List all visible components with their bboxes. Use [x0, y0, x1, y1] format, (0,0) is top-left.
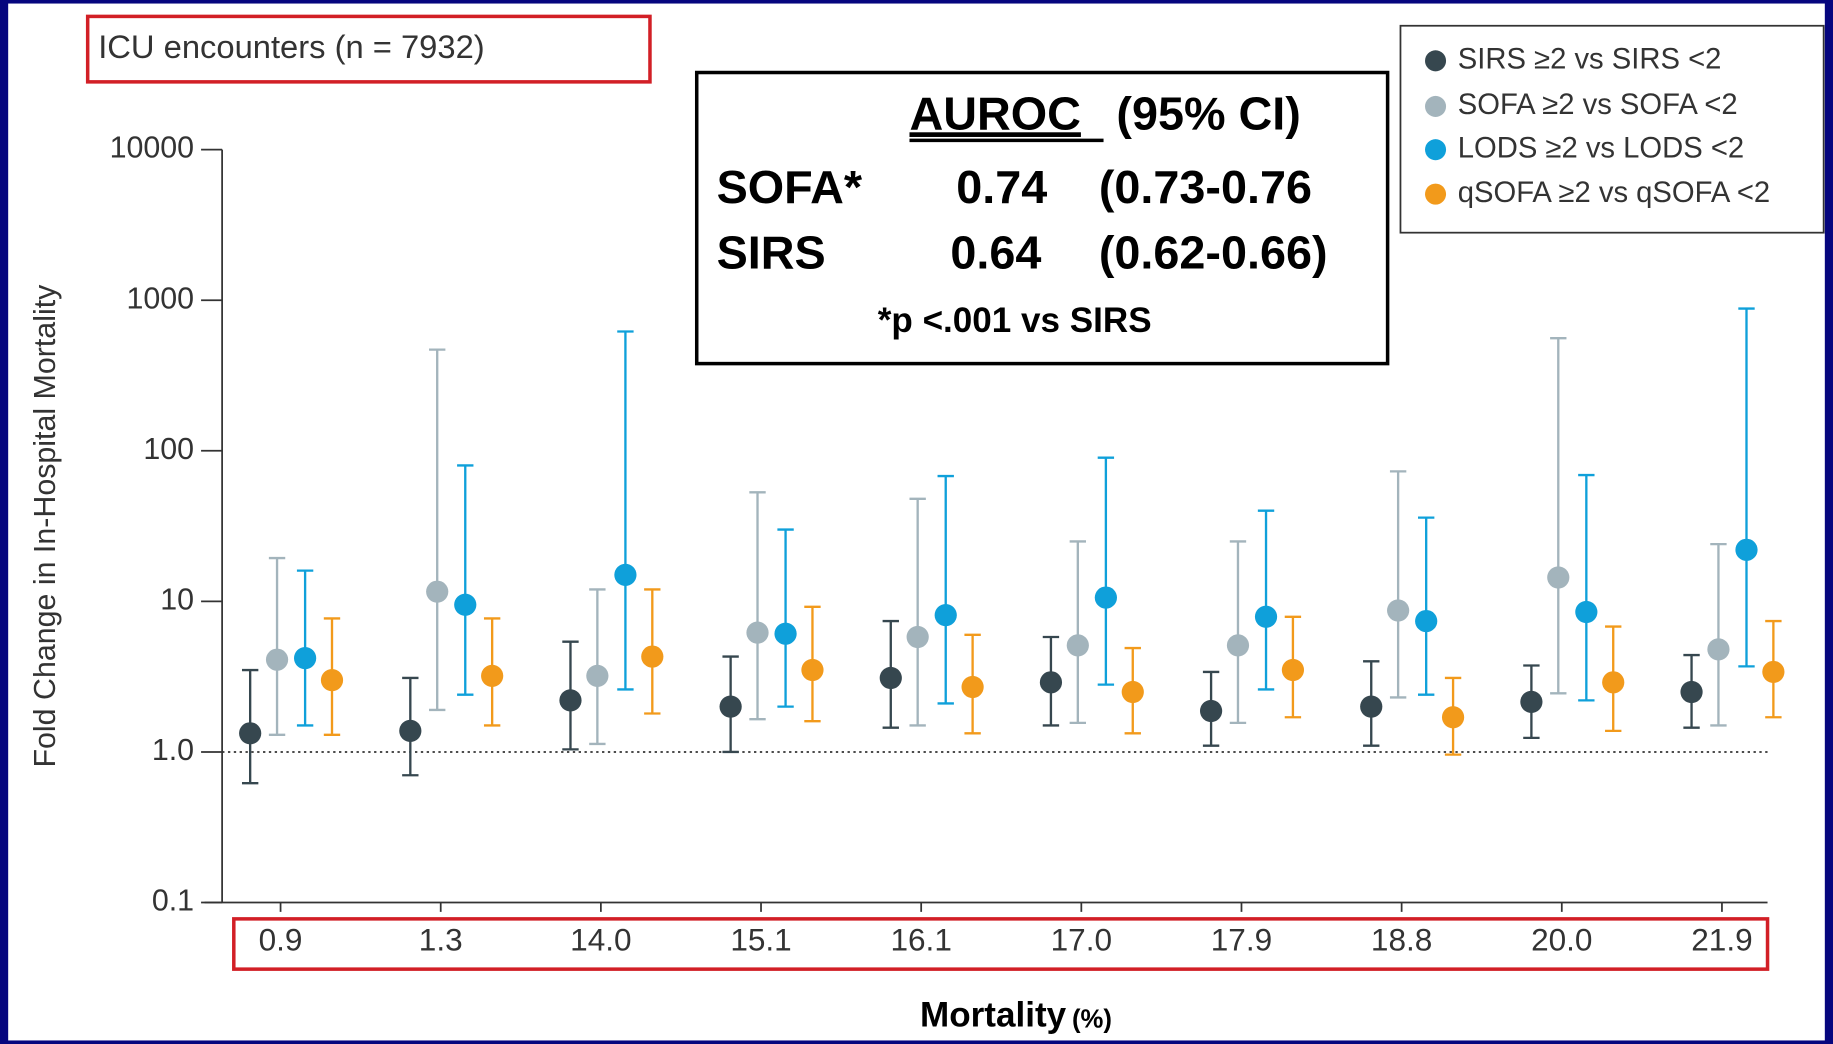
table-cell: 0.74	[956, 161, 1047, 213]
point	[1520, 690, 1543, 713]
point	[1199, 699, 1223, 723]
y-tick-label: 10	[160, 582, 194, 616]
legend-label: SIRS ≥2 vs SIRS <2	[1458, 44, 1722, 76]
table-cell: 0.64	[950, 226, 1041, 278]
x-axis-label: Mortality	[920, 995, 1067, 1034]
legend-label: LODS ≥2 vs LODS <2	[1458, 132, 1744, 164]
point	[1066, 634, 1089, 657]
point	[1762, 660, 1785, 684]
point	[641, 645, 664, 668]
point	[1415, 609, 1438, 633]
legend-marker	[1425, 50, 1447, 72]
table-header: AUROC	[909, 87, 1080, 139]
point	[1707, 638, 1730, 661]
point	[1254, 605, 1278, 628]
x-tick-label: 14.0	[570, 922, 631, 958]
x-tick-label: 20.0	[1531, 922, 1592, 958]
point	[879, 666, 902, 690]
point	[559, 689, 582, 712]
point	[1387, 599, 1410, 622]
point	[906, 625, 929, 649]
x-tick-label: 1.3	[419, 922, 463, 958]
point	[1121, 680, 1144, 704]
table-header: (95% CI)	[1116, 87, 1300, 139]
x-tick-label: 16.1	[890, 922, 951, 958]
point	[320, 668, 344, 692]
point	[399, 719, 422, 742]
annotation-box	[85, 14, 652, 84]
legend-box	[1399, 24, 1825, 234]
table-note: *p <.001 vs SIRS	[878, 301, 1152, 340]
point	[239, 722, 262, 745]
table-cell: (0.73-0.76	[1099, 161, 1312, 213]
legend-label: qSOFA ≥2 vs qSOFA <2	[1458, 177, 1770, 209]
point	[1226, 634, 1250, 657]
x-label-box	[232, 917, 1770, 971]
point	[774, 622, 797, 645]
point	[265, 648, 289, 671]
point	[1680, 680, 1703, 704]
point	[614, 563, 637, 586]
table-box	[694, 70, 1390, 366]
y-tick-label: 1000	[126, 281, 194, 315]
x-tick-label: 17.0	[1051, 922, 1112, 958]
x-tick-label: 15.1	[730, 922, 791, 958]
annotation: ICU encounters (n = 7932)	[98, 28, 484, 65]
point	[934, 604, 957, 627]
x-tick-label: 17.9	[1211, 922, 1272, 958]
point	[1575, 600, 1598, 624]
legend-marker	[1425, 95, 1447, 117]
table-cell: SOFA*	[717, 161, 863, 213]
legend-label: SOFA ≥2 vs SOFA <2	[1458, 89, 1738, 121]
x-tick-label: 21.9	[1691, 922, 1752, 958]
point	[481, 664, 504, 687]
x-axis-unit: (%)	[1072, 1005, 1112, 1033]
point	[426, 580, 449, 603]
y-tick-label: 0.1	[152, 884, 194, 918]
y-tick-label: 100	[143, 432, 194, 466]
point	[1441, 706, 1465, 729]
table-cell: SIRS	[717, 226, 826, 278]
point	[1281, 658, 1305, 682]
point	[1602, 671, 1625, 694]
point	[1360, 695, 1383, 718]
y-tick-label: 10000	[110, 131, 194, 165]
table-cell: (0.62-0.66)	[1099, 226, 1328, 278]
point	[1547, 566, 1570, 589]
point	[801, 658, 824, 682]
auroc-table: AUROC (95% CI) SOFA* 0.74 (0.73-0.76 SIR…	[694, 70, 1390, 366]
point	[746, 621, 769, 644]
y-tick-label: 1.0	[152, 733, 194, 767]
x-tick-label: 0.9	[259, 922, 303, 958]
point	[294, 646, 317, 670]
y-axis-label: Fold Change in In-Hospital Mortality	[28, 284, 62, 768]
x-tick-label: 18.8	[1371, 922, 1432, 958]
legend-marker	[1425, 139, 1447, 161]
point	[1735, 538, 1758, 561]
point	[1039, 671, 1063, 694]
point	[1094, 586, 1117, 609]
point	[454, 593, 477, 616]
legend-marker	[1425, 183, 1447, 205]
point	[719, 695, 742, 718]
point	[961, 675, 984, 699]
point	[586, 664, 609, 687]
